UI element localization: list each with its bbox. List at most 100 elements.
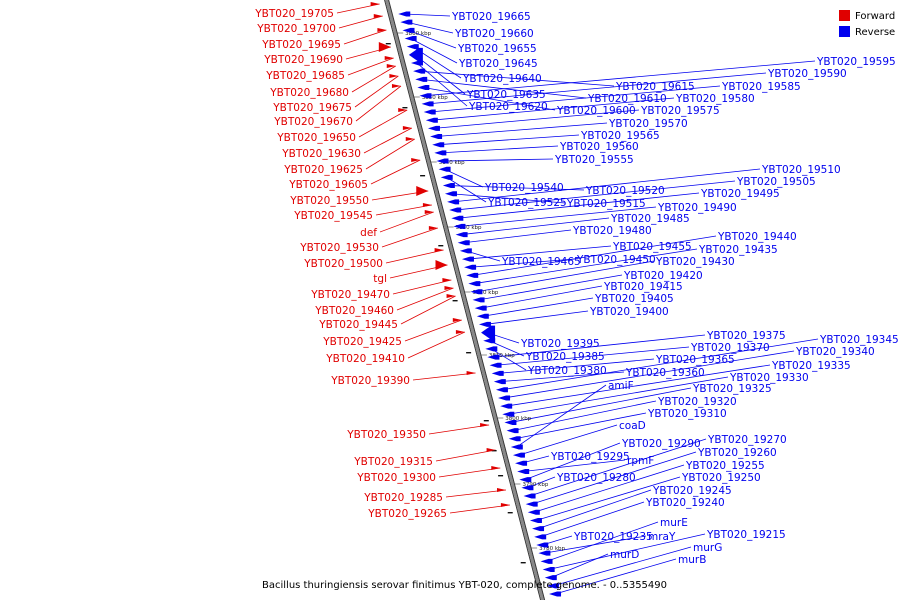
reverse-gene-label[interactable]: YBT020_19580 [675, 93, 755, 105]
forward-gene-label[interactable]: YBT020_19410 [325, 353, 405, 365]
forward-gene-label[interactable]: YBT020_19350 [346, 429, 426, 441]
reverse-gene-label[interactable]: YBT020_19310 [647, 408, 727, 420]
forward-gene-label[interactable]: YBT020_19470 [310, 289, 390, 301]
reverse-gene-label[interactable]: YBT020_19565 [580, 130, 660, 142]
reverse-gene-label[interactable]: YBT020_19640 [462, 73, 542, 85]
reverse-gene-label[interactable]: murB [678, 554, 706, 566]
reverse-gene-label[interactable]: murD [610, 549, 639, 561]
reverse-gene-label[interactable]: YBT020_19405 [594, 293, 674, 305]
forward-gene-label[interactable]: YBT020_19680 [269, 87, 349, 99]
reverse-gene-label[interactable]: YBT020_19280 [556, 472, 636, 484]
reverse-gene-label[interactable]: YBT020_19415 [603, 281, 683, 293]
reverse-gene-label[interactable]: YBT020_19335 [771, 360, 851, 372]
reverse-gene-label[interactable]: YBT020_19400 [589, 306, 669, 318]
reverse-gene-label[interactable]: YBT020_19380 [527, 365, 607, 377]
reverse-gene-label[interactable]: YBT020_19600 [556, 105, 636, 117]
reverse-gene-label[interactable]: YBT020_19365 [655, 354, 735, 366]
reverse-gene-label[interactable]: YBT020_19555 [554, 154, 634, 166]
reverse-gene-label[interactable]: YBT020_19510 [761, 164, 841, 176]
forward-gene-label[interactable]: YBT020_19425 [322, 336, 402, 348]
reverse-gene-label[interactable]: YBT020_19320 [657, 396, 737, 408]
reverse-gene-label[interactable]: YBT020_19270 [707, 434, 787, 446]
reverse-gene-label[interactable]: YBT020_19540 [484, 182, 564, 194]
reverse-gene-label[interactable]: murG [693, 542, 722, 554]
reverse-gene-label[interactable]: YBT020_19440 [717, 231, 797, 243]
reverse-gene-label[interactable]: YBT020_19480 [572, 225, 652, 237]
reverse-gene-label[interactable]: YBT020_19610 [587, 93, 667, 105]
reverse-gene-label[interactable]: YBT020_19455 [612, 241, 692, 253]
forward-gene-label[interactable]: YBT020_19675 [272, 102, 352, 114]
forward-gene-label[interactable]: tgl [373, 273, 387, 285]
reverse-gene-label[interactable]: YBT020_19255 [685, 460, 765, 472]
reverse-gene-label[interactable]: YBT020_19515 [566, 198, 646, 210]
reverse-gene-label[interactable]: YBT020_19505 [736, 176, 816, 188]
forward-gene-label[interactable]: YBT020_19265 [367, 508, 447, 520]
forward-gene-label[interactable]: YBT020_19390 [330, 375, 410, 387]
reverse-gene-label[interactable]: YBT020_19240 [645, 497, 725, 509]
reverse-gene-label[interactable]: amiF [608, 380, 634, 392]
reverse-gene-label[interactable]: YBT020_19360 [625, 367, 705, 379]
forward-gene-label[interactable]: YBT020_19445 [318, 319, 398, 331]
reverse-gene-label[interactable]: YBT020_19520 [585, 185, 665, 197]
reverse-gene-label[interactable]: YBT020_19235 [573, 531, 653, 543]
reverse-gene-label[interactable]: YBT020_19655 [457, 43, 537, 55]
reverse-gene-label[interactable]: YBT020_19585 [721, 81, 801, 93]
reverse-gene-label[interactable]: YBT020_19385 [525, 351, 605, 363]
reverse-gene-label[interactable]: mraY [648, 531, 676, 543]
forward-gene-label[interactable]: YBT020_19300 [356, 472, 436, 484]
reverse-gene-label[interactable]: YBT020_19430 [655, 256, 735, 268]
reverse-gene-label[interactable]: YBT020_19660 [454, 28, 534, 40]
forward-gene-label[interactable]: YBT020_19690 [263, 54, 343, 66]
forward-gene-label[interactable]: YBT020_19695 [261, 39, 341, 51]
forward-gene-label[interactable]: YBT020_19550 [289, 195, 369, 207]
forward-gene-label[interactable]: YBT020_19500 [303, 258, 383, 270]
reverse-gene-label[interactable]: coaD [619, 420, 646, 432]
forward-gene-label[interactable]: YBT020_19650 [276, 132, 356, 144]
forward-gene-label[interactable]: YBT020_19685 [265, 70, 345, 82]
reverse-gene-label[interactable]: YBT020_19465 [501, 256, 581, 268]
forward-gene-label[interactable]: YBT020_19670 [273, 116, 353, 128]
forward-gene-label[interactable]: def [360, 227, 377, 239]
reverse-gene-label[interactable]: YBT020_19340 [795, 346, 875, 358]
reverse-gene-label[interactable]: YBT020_19215 [706, 529, 786, 541]
reverse-gene-label[interactable]: YBT020_19370 [690, 342, 770, 354]
reverse-gene-label[interactable]: YBT020_19395 [520, 338, 600, 350]
reverse-gene-label[interactable]: YBT020_19525 [487, 197, 567, 209]
reverse-gene-label[interactable]: YBT020_19620 [468, 101, 548, 113]
reverse-gene-label[interactable]: YBT020_19345 [819, 334, 899, 346]
reverse-gene-label[interactable]: YBT020_19290 [621, 438, 701, 450]
reverse-gene-label[interactable]: YBT020_19590 [767, 68, 847, 80]
gene-labels[interactable]: YBT020_19705 YBT020_19700 YBT020_19695 YBT0… [254, 8, 898, 566]
reverse-gene-label[interactable]: YBT020_19595 [816, 56, 896, 68]
forward-gene-label[interactable]: YBT020_19630 [281, 148, 361, 160]
forward-gene-label[interactable]: YBT020_19285 [363, 492, 443, 504]
reverse-gene-label[interactable]: YBT020_19635 [466, 89, 546, 101]
forward-gene-label[interactable]: YBT020_19705 [254, 8, 334, 20]
forward-gene-label[interactable]: YBT020_19605 [288, 179, 368, 191]
reverse-gene-label[interactable]: YBT020_19575 [640, 105, 720, 117]
reverse-gene-label[interactable]: YBT020_19330 [729, 372, 809, 384]
reverse-gene-label[interactable]: YBT020_19665 [451, 11, 531, 23]
reverse-gene-label[interactable]: YBT020_19325 [692, 383, 772, 395]
reverse-gene-label[interactable]: YBT020_19260 [697, 447, 777, 459]
reverse-gene-label[interactable]: YBT020_19560 [559, 141, 639, 153]
reverse-gene-label[interactable]: YBT020_19490 [657, 202, 737, 214]
reverse-gene-label[interactable]: rpmF [627, 455, 654, 467]
reverse-gene-label[interactable]: YBT020_19450 [576, 254, 656, 266]
reverse-gene-label[interactable]: YBT020_19615 [615, 81, 695, 93]
forward-gene-label[interactable]: YBT020_19700 [256, 23, 336, 35]
reverse-gene-label[interactable]: YBT020_19295 [550, 451, 630, 463]
reverse-gene-label[interactable]: YBT020_19420 [623, 270, 703, 282]
reverse-gene-label[interactable]: YBT020_19645 [458, 58, 538, 70]
reverse-gene-label[interactable]: YBT020_19485 [610, 213, 690, 225]
reverse-gene-label[interactable]: YBT020_19570 [608, 118, 688, 130]
reverse-gene-label[interactable]: YBT020_19250 [681, 472, 761, 484]
forward-gene-label[interactable]: YBT020_19545 [293, 210, 373, 222]
forward-gene-label[interactable]: YBT020_19460 [314, 305, 394, 317]
reverse-gene-label[interactable]: YBT020_19495 [700, 188, 780, 200]
reverse-gene-label[interactable]: YBT020_19375 [706, 330, 786, 342]
reverse-gene-label[interactable]: YBT020_19245 [652, 485, 732, 497]
forward-gene-label[interactable]: YBT020_19315 [353, 456, 433, 468]
reverse-gene-label[interactable]: YBT020_19435 [698, 244, 778, 256]
forward-gene-label[interactable]: YBT020_19530 [299, 242, 379, 254]
